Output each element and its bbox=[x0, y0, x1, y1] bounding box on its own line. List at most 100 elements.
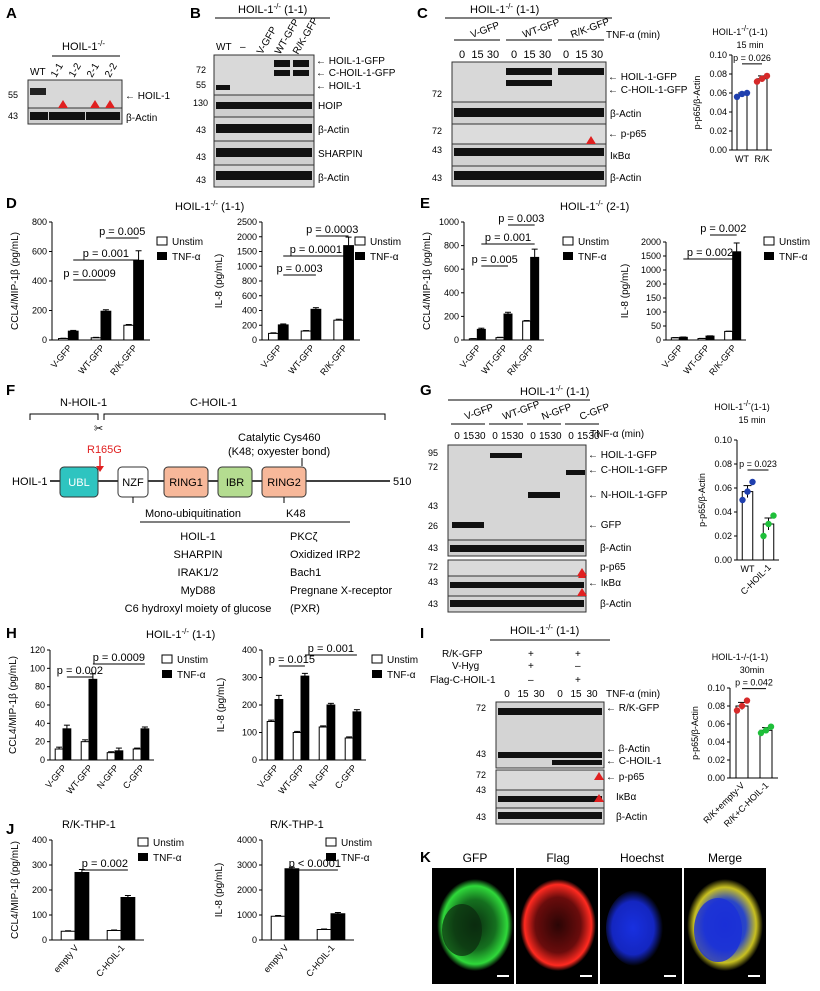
y-tick-label: 200 bbox=[32, 885, 47, 895]
y-tick-label: 0.10 bbox=[714, 435, 732, 445]
legend-label: TNF-α bbox=[341, 853, 370, 864]
y-axis-label: IL-8 (pg/mL) bbox=[620, 264, 631, 318]
y-tick-label: 600 bbox=[444, 264, 459, 274]
y-tick-label: 200 bbox=[646, 279, 661, 289]
time-label: 30 bbox=[539, 49, 551, 61]
y-tick-label: 0 bbox=[42, 335, 47, 345]
y-tick-label: 4000 bbox=[237, 835, 257, 845]
bar bbox=[277, 324, 289, 341]
y-tick-label: 0.06 bbox=[709, 88, 727, 98]
bar bbox=[106, 930, 122, 941]
y-tick-label: 0.08 bbox=[714, 459, 732, 469]
y-axis-label: p-p65/β-Actin bbox=[697, 473, 707, 527]
svg-text:43: 43 bbox=[432, 173, 442, 183]
substrate-k48: Bach1 bbox=[290, 567, 321, 579]
y-axis-label: p-p65/β-Actin bbox=[692, 76, 702, 130]
svg-text:1-2: 1-2 bbox=[67, 61, 84, 79]
y-tick-label: 800 bbox=[242, 276, 257, 286]
data-point bbox=[763, 72, 771, 80]
svg-text:p-p65: p-p65 bbox=[600, 562, 626, 573]
svg-text:H: H bbox=[6, 625, 17, 642]
y-axis-label: CCL4/MIP-1β (pg/mL) bbox=[10, 232, 21, 330]
legend-label: TNF-α bbox=[387, 670, 416, 681]
chart-j1: 0 100 200 300 400 CCL4/MIP-1β (pg/mL) empty V C… bbox=[10, 835, 184, 979]
svg-text:TNF-α (min): TNF-α (min) bbox=[606, 689, 660, 700]
svg-text:GFP: GFP bbox=[463, 851, 488, 865]
domain-ring1: RING1 bbox=[163, 466, 209, 498]
x-tick-label: R/K-GFP bbox=[318, 343, 349, 377]
svg-text:E: E bbox=[420, 195, 430, 212]
svg-text:IκBα: IκBα bbox=[610, 151, 630, 162]
bar bbox=[735, 705, 749, 779]
time-label: 15 bbox=[577, 431, 589, 442]
panel-title: HOIL-1-/- bbox=[62, 39, 105, 53]
svg-text:30min: 30min bbox=[740, 665, 765, 675]
bar bbox=[270, 915, 286, 941]
y-tick-label: 0.04 bbox=[709, 107, 727, 117]
svg-text:+: + bbox=[575, 649, 581, 660]
time-label: 0 bbox=[511, 49, 517, 61]
svg-text:V-GFP: V-GFP bbox=[469, 20, 501, 41]
x-tick-label: empty V bbox=[262, 943, 291, 975]
svg-text:SHARPIN: SHARPIN bbox=[318, 149, 362, 160]
time-label: 30 bbox=[550, 431, 562, 442]
y-tick-label: 1000 bbox=[641, 265, 661, 275]
svg-text:43: 43 bbox=[196, 125, 206, 135]
svg-text:R/K-GFP: R/K-GFP bbox=[442, 649, 483, 660]
time-label: 0 bbox=[530, 431, 536, 442]
panel-f: F N-HOIL-1 C-HOIL-1 ✂ R165G Catalytic Cy… bbox=[6, 382, 411, 615]
legend-swatch-unstim bbox=[562, 236, 574, 246]
svg-text:β-Actin: β-Actin bbox=[600, 599, 631, 610]
time-label: 15 bbox=[517, 689, 529, 700]
y-tick-label: 0 bbox=[40, 755, 45, 765]
legend-label: Unstim bbox=[578, 237, 609, 248]
y-tick-label: 60 bbox=[35, 700, 45, 710]
y-tick-label: 0 bbox=[454, 335, 459, 345]
chart-g: 0.000.020.040.060.080.10p-p65/β-ActinWTC… bbox=[697, 435, 779, 597]
micrograph-gfp bbox=[432, 868, 514, 984]
y-tick-label: 400 bbox=[242, 645, 257, 655]
legend-swatch-tnf bbox=[162, 670, 172, 678]
panel-j: J R/K-THP-1 R/K-THP-1 0 100 200 300 400 CCL4/… bbox=[6, 819, 372, 979]
p-value: p = 0.0001 bbox=[290, 244, 342, 256]
svg-text:72: 72 bbox=[432, 126, 442, 136]
substrate-mono: C6 hydroxyl moiety of glucose bbox=[125, 603, 272, 615]
lane-labels: WT 1-1 1-2 2-1 2-2 bbox=[30, 61, 120, 79]
x-tick-label: R/K bbox=[754, 154, 769, 164]
svg-text:β-Actin: β-Actin bbox=[616, 812, 647, 823]
panel-e: E HOIL-1-/- (2-1) 02004006008001000CCL4/… bbox=[420, 195, 810, 377]
x-tick-label: N-GFP bbox=[95, 763, 121, 791]
legend-swatch-unstim bbox=[763, 236, 775, 246]
y-tick-label: 300 bbox=[32, 860, 47, 870]
svg-text:1-1: 1-1 bbox=[49, 61, 66, 79]
bar bbox=[330, 913, 346, 941]
svg-text:43: 43 bbox=[196, 175, 206, 185]
legend-label: TNF-α bbox=[177, 670, 206, 681]
bar bbox=[67, 330, 79, 341]
bar bbox=[62, 728, 72, 761]
svg-text:HOIP: HOIP bbox=[318, 101, 343, 112]
panel-c: C HOIL-1-/- (1-1) V-GFP WT-GFP R/K-GFP 0… bbox=[417, 2, 772, 187]
svg-text:HOIL-1-/-(1-1): HOIL-1-/-(1-1) bbox=[712, 652, 769, 662]
bar bbox=[123, 324, 135, 341]
y-tick-label: 0 bbox=[252, 335, 257, 345]
svg-text:C-GFP: C-GFP bbox=[578, 402, 611, 423]
data-point bbox=[738, 90, 746, 98]
y-tick-label: 400 bbox=[32, 835, 47, 845]
bar bbox=[274, 699, 284, 761]
svg-text:β-Actin: β-Actin bbox=[318, 125, 349, 136]
y-tick-label: 1500 bbox=[237, 247, 257, 257]
legend-label: Unstim bbox=[387, 655, 418, 666]
x-tick-label: WT-GFP bbox=[76, 343, 106, 376]
svg-text:26: 26 bbox=[428, 521, 438, 531]
svg-text:+: + bbox=[528, 661, 534, 672]
svg-text:β-Actin: β-Actin bbox=[600, 543, 631, 554]
substrate-k48: PKCζ bbox=[290, 531, 318, 543]
bar bbox=[90, 337, 102, 341]
substrate-k48: Pregnane X-receptor bbox=[290, 585, 392, 597]
x-tick-label: V-GFP bbox=[256, 763, 281, 790]
x-tick-label: C-GFP bbox=[333, 763, 359, 791]
bar bbox=[60, 930, 76, 941]
data-point bbox=[739, 496, 746, 504]
p-value: p = 0.042 bbox=[735, 678, 773, 688]
